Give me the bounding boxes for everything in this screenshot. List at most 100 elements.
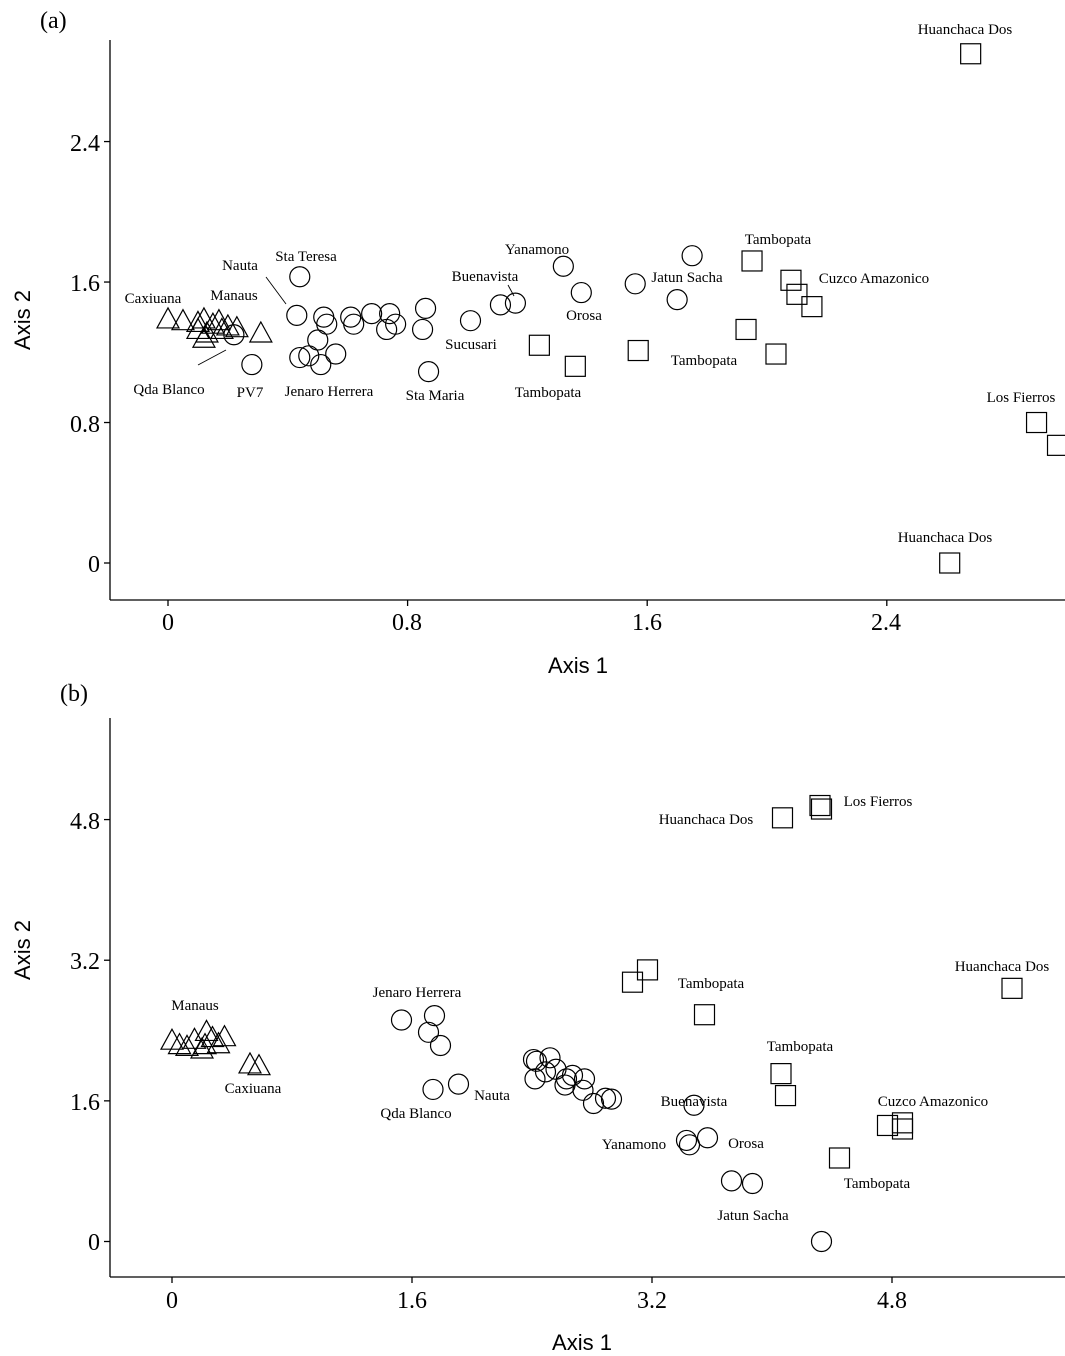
panel-a-circle-point (325, 343, 347, 365)
panel-a-square-point (735, 318, 757, 341)
panel-a-circle-point (414, 297, 437, 319)
panel-a-label-los-fierros: Los Fierros (987, 390, 1056, 406)
panel-a-label-huanchaca-dos: Huanchaca Dos (898, 530, 993, 546)
panel-a: (a) 0 0.8 1.6 2.4 0 0.8 1.6 2.4 Axis 1 A… (10, 8, 1065, 678)
panel-b-circle-point (696, 1127, 719, 1149)
panel-a-label-cuzco-amazonico: Cuzco Amazonico (819, 271, 929, 287)
panel-a-triangle-point (248, 320, 273, 343)
panel-a-circle-point (385, 313, 407, 335)
panel-b-circle-point (390, 1009, 413, 1031)
panel-b-label-jenaro-herrera: Jenaro Herrera (373, 985, 462, 1001)
panel-b-xtick-label: 0 (166, 1288, 178, 1314)
panel-a-circle-point (289, 346, 311, 369)
panel-b-square-point (876, 1114, 899, 1137)
panel-b-triangle-point (246, 1053, 272, 1076)
panel-b-y-axis-title: Axis 2 (10, 920, 35, 980)
panel-b-triangle-point (237, 1051, 263, 1074)
panel-b-triangle-point (167, 1032, 192, 1055)
panel-a-circle-point (681, 245, 703, 267)
panel-b-letter: (b) (60, 681, 88, 707)
panel-b-circle-point (447, 1073, 470, 1095)
panel-b-circle-point (573, 1068, 596, 1090)
panel-a-leader-buenavista (507, 284, 515, 297)
panel-a-xtick-label: 1.6 (632, 610, 662, 636)
panel-a-square-point (786, 283, 808, 305)
panel-a-ytick-label: 1.6 (70, 271, 100, 297)
panel-b-square-point (774, 1084, 797, 1107)
panel-b-square-point (693, 1004, 716, 1026)
panel-b-xtick-label: 3.2 (637, 1288, 667, 1314)
panel-a-leader-nauta (265, 276, 287, 305)
panel-a-triangle-point (191, 325, 216, 348)
panel-b-label-tambopata: Tambopata (678, 976, 745, 992)
panel-b-label-caxiuana: Caxiuana (225, 1081, 282, 1097)
panel-a-circle-point (624, 273, 646, 295)
panel-b-square-point (810, 798, 833, 820)
panel-b-triangle-point (182, 1027, 207, 1049)
panel-b-square-point (770, 1063, 792, 1085)
panel-b-triangle-point (206, 1031, 231, 1054)
panel-a-ytick-label: 0.8 (70, 412, 100, 438)
panel-a-ytick-label: 2.4 (70, 131, 100, 157)
panel-a-square-point (960, 43, 982, 65)
panel-b-label-huanchaca-dos: Huanchaca Dos (955, 959, 1050, 975)
panel-a-circle-point (489, 294, 512, 316)
panel-b-label-tambopata: Tambopata (844, 1176, 911, 1192)
panel-b-label-tambopata: Tambopata (767, 1039, 834, 1055)
panel-b-circle-point (810, 1230, 833, 1253)
panel-b-square-point (809, 794, 831, 817)
panel-a-leader-qda-blanco (197, 349, 227, 366)
panel-b-circle-point (572, 1079, 594, 1101)
panel-b-ytick-label: 4.8 (70, 809, 100, 835)
panel-b-triangle-point (159, 1027, 185, 1050)
panel-b: (b) 0 1.6 3.2 4.8 0 1.6 3.2 4.8 Axis 1 A… (10, 681, 1065, 1355)
panel-b-square-point (636, 959, 659, 981)
panel-b-label-los-fierros: Los Fierros (844, 794, 913, 810)
panel-a-label-buenavista: Buenavista (452, 269, 519, 285)
panel-a-y-axis-title: Axis 2 (10, 290, 35, 350)
panel-b-ytick-label: 0 (88, 1230, 100, 1256)
panel-a-square-point (939, 552, 961, 574)
panel-b-square-point (771, 807, 794, 829)
panel-b-circle-point (423, 1004, 446, 1027)
panel-a-x-axis-title: Axis 1 (548, 653, 608, 678)
panel-a-circle-point (411, 318, 434, 341)
panel-a-circle-point (289, 266, 311, 288)
panel-a-xtick-label: 0.8 (392, 610, 422, 636)
panel-b-circle-point (539, 1047, 561, 1069)
panel-b-xtick-label: 4.8 (877, 1288, 907, 1314)
panel-b-circle-point (524, 1068, 546, 1090)
panel-a-label-caxiuana: Caxiuana (125, 291, 182, 307)
panel-b-circle-point (534, 1061, 557, 1083)
panel-a-circle-point (310, 353, 332, 376)
panel-a-label-tambopata: Tambopata (671, 353, 738, 369)
panel-a-label-jenaro-herrera: Jenaro Herrera (285, 384, 374, 400)
panel-a-label-sucusari: Sucusari (445, 337, 497, 353)
panel-a-label-tambopata: Tambopata (745, 232, 812, 248)
panel-a-square-point (741, 250, 763, 272)
panel-b-circle-point (683, 1094, 705, 1116)
panel-a-triangle-point (224, 315, 249, 338)
panel-b-circle-point (675, 1129, 698, 1152)
panel-a-square-point (801, 296, 823, 318)
panel-b-label-buenavista: Buenavista (661, 1094, 728, 1110)
panel-a-circle-point (316, 313, 338, 335)
panel-a-circle-point (307, 329, 329, 351)
panel-a-square-point (564, 355, 586, 377)
panel-b-label-yanamono: Yanamono (602, 1137, 666, 1153)
panel-b-triangle-point (212, 1024, 237, 1047)
panel-a-triangle-point (155, 306, 181, 329)
panel-a-triangle-point (185, 310, 210, 333)
panel-b-circle-point (582, 1092, 605, 1115)
panel-a-markers (155, 43, 1065, 574)
panel-b-triangle-point (174, 1034, 200, 1056)
panel-b-label-qda-blanco: Qda Blanco (380, 1106, 451, 1122)
panel-a-ytick-label: 0 (88, 552, 100, 578)
panel-a-label-jatun-sacha: Jatun Sacha (651, 270, 723, 286)
panel-a-square-point (1025, 411, 1048, 434)
panel-a-label-sta-maria: Sta Maria (406, 388, 465, 404)
panel-a-circle-point (379, 303, 401, 325)
panel-a-label-huanchaca-dos: Huanchaca Dos (918, 22, 1013, 38)
panel-b-label-manaus: Manaus (171, 998, 219, 1014)
